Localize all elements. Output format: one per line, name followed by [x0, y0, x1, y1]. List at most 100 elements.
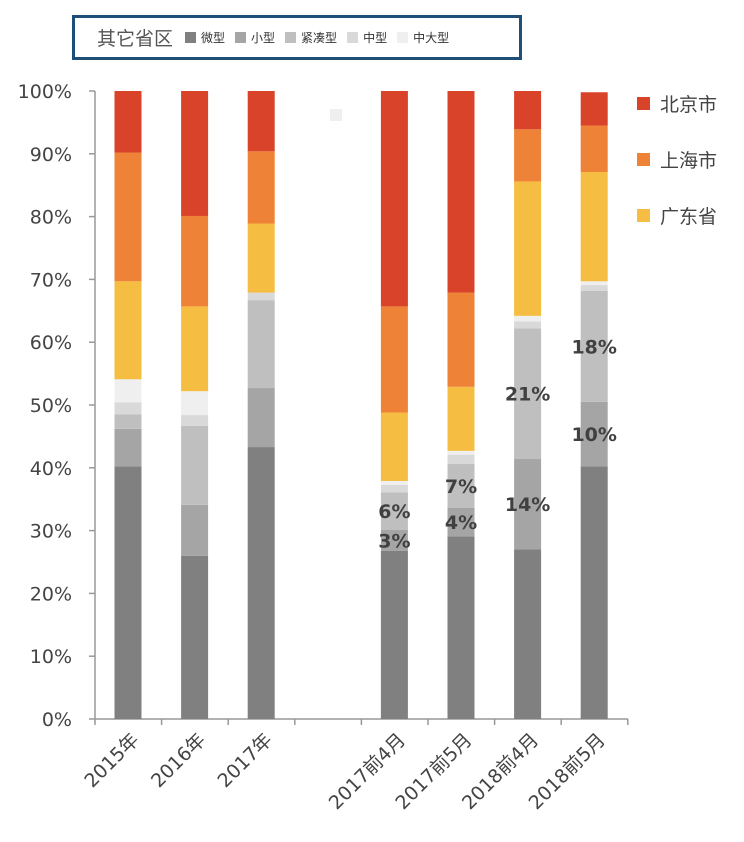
bar-segment [380, 412, 408, 481]
bar-segment [114, 379, 142, 403]
bar-segment [380, 529, 408, 551]
legend-swatch [285, 32, 297, 43]
bar-segment [181, 555, 209, 719]
y-tick-label: 40% [30, 458, 72, 480]
data-label: 10% [571, 424, 616, 446]
bar-segment [447, 464, 475, 508]
bar-segment [514, 321, 542, 329]
legend-swatch [637, 97, 650, 110]
bar-segment [114, 466, 142, 719]
legend-item: 中大型 [397, 29, 449, 46]
bar-segment [447, 292, 475, 387]
bar-segment [580, 401, 608, 467]
bar-segment [447, 536, 475, 719]
legend-swatch [235, 32, 247, 43]
legend-label: 微型 [201, 31, 226, 45]
legend-swatch [347, 32, 359, 43]
legend-label: 中大型 [413, 31, 450, 45]
bar-segment [580, 290, 608, 402]
bar-segment [181, 391, 209, 416]
data-label: 6% [378, 501, 410, 523]
bar-segment [181, 215, 209, 307]
y-tick-label: 30% [30, 521, 72, 543]
legend-label: 小型 [251, 31, 276, 45]
bar-segment [514, 91, 542, 130]
legend-label: 广东省 [660, 206, 717, 228]
data-label: 21% [505, 384, 550, 406]
legend-swatch [397, 32, 409, 43]
y-tick-label: 20% [30, 583, 72, 605]
legend-marker [330, 109, 342, 121]
y-tick-label: 10% [30, 646, 72, 668]
bar-segment [181, 306, 209, 392]
legend-item: 中型 [347, 29, 387, 46]
bar-segment [181, 425, 209, 505]
bar-segment [447, 454, 475, 465]
bar-segment [447, 386, 475, 451]
bar-segment [580, 285, 608, 291]
bar-segment [580, 281, 608, 286]
legend-swatch [185, 32, 197, 43]
bar-segment [181, 415, 209, 426]
bar-segment [181, 91, 209, 216]
bar-segment [247, 223, 275, 293]
bar-segment [447, 450, 475, 455]
legend-item: 小型 [235, 29, 275, 46]
y-tick-label: 70% [30, 269, 72, 291]
bar-segment [247, 447, 275, 719]
legend-label: 北京市 [660, 94, 717, 116]
x-tick-label: 2016年 [147, 729, 210, 792]
bar-segment [447, 91, 475, 293]
bar-segment [580, 466, 608, 719]
bar-segment [514, 328, 542, 460]
bar-segment [114, 152, 142, 282]
legend-item: 紧凑型 [285, 29, 337, 46]
bar-segment [247, 151, 275, 224]
legend-item: 微型 [185, 29, 225, 46]
bar-segment [181, 504, 209, 556]
bar-segment [114, 91, 142, 153]
bar-segment [380, 550, 408, 719]
bar-segment [380, 91, 408, 307]
data-label: 18% [571, 336, 616, 358]
bar-segment [114, 414, 142, 429]
legend-label: 中型 [363, 31, 388, 45]
bar-segment [114, 281, 142, 380]
bar-segment [514, 459, 542, 550]
x-tick-label: 2017年 [214, 729, 277, 792]
y-tick-label: 60% [30, 332, 72, 354]
y-tick-label: 100% [18, 81, 72, 103]
data-label: 14% [505, 494, 550, 516]
x-tick-label: 2015年 [80, 729, 143, 792]
bar-segment [380, 480, 408, 485]
bar-segment [247, 300, 275, 389]
y-tick-label: 0% [42, 709, 72, 731]
bar-segment [380, 492, 408, 530]
legend-group-title: 其它省区 [97, 28, 174, 50]
bar-segment [114, 428, 142, 467]
bar-segment [514, 549, 542, 719]
data-label: 7% [445, 476, 477, 498]
legend-swatch [637, 209, 650, 222]
bar-segment [114, 402, 142, 415]
legend-label: 上海市 [660, 150, 717, 172]
bar-segment [247, 388, 275, 448]
y-tick-label: 50% [30, 395, 72, 417]
bar-segment [247, 292, 275, 301]
bar-segment [447, 507, 475, 537]
bar-segment [514, 181, 542, 316]
legend-label: 紧凑型 [301, 31, 338, 45]
bar-segment [247, 91, 275, 152]
y-tick-label: 80% [30, 207, 72, 229]
y-tick-label: 90% [30, 144, 72, 166]
bar-segment [580, 172, 608, 282]
bar-segment [380, 306, 408, 413]
legend-other-provinces: 其它省区 微型 小型 紧凑型 中型 中大型 [72, 15, 522, 60]
bar-segment [514, 315, 542, 322]
data-label: 3% [378, 530, 410, 552]
bar-segment [514, 129, 542, 182]
bar-segment [580, 92, 608, 126]
bar-segment [580, 125, 608, 173]
bar-segment [380, 484, 408, 493]
